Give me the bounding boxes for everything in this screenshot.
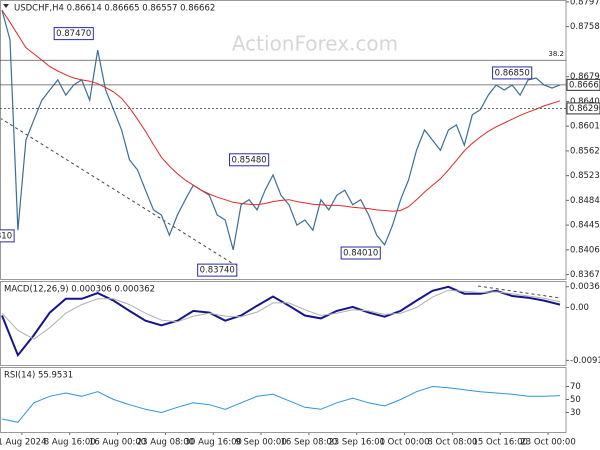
level-name: 38.2 bbox=[548, 50, 564, 58]
annotation-box bbox=[229, 153, 270, 167]
annotation-box bbox=[197, 263, 238, 277]
series-line bbox=[1, 289, 561, 340]
panel-title: USDCHF,H4 0.86614 0.86665 0.86557 0.8666… bbox=[14, 4, 215, 14]
y-tick-label: 70 bbox=[570, 382, 581, 392]
level-box bbox=[566, 78, 600, 91]
annotation-label: 810 bbox=[0, 231, 12, 241]
annotation-box bbox=[492, 66, 533, 80]
annotation-label: 0.87470 bbox=[56, 29, 91, 39]
annotation-label: 0.86850 bbox=[495, 68, 530, 78]
level-box bbox=[566, 102, 600, 115]
series-line bbox=[1, 385, 561, 423]
x-tick-label: 23 Sep 16:00 bbox=[328, 438, 385, 448]
annotation-box bbox=[53, 27, 94, 41]
x-tick-label: 15 Oct 16:00 bbox=[473, 438, 528, 448]
x-tick-label: 8 Oct 08:00 bbox=[427, 438, 477, 448]
trend-line bbox=[0, 117, 236, 266]
y-tick-label: 50 bbox=[570, 395, 581, 405]
panel-frame bbox=[0, 281, 567, 366]
x-tick-label: 16 Sep 08:00 bbox=[281, 438, 338, 448]
y-tick-label: 0.003603 bbox=[570, 282, 600, 292]
x-tick-label: 23 Oct 00:00 bbox=[520, 438, 575, 448]
series-line bbox=[1, 285, 561, 358]
y-tick-label: 0.83670 bbox=[570, 270, 600, 280]
x-tick-label: 1 Oct 00:00 bbox=[380, 438, 430, 448]
x-tick-label: 23 Aug 08:00 bbox=[137, 438, 194, 448]
panel-title: MACD(12,26,9) 0.000306 0.000362 bbox=[4, 285, 155, 295]
level-label: 0.86662 bbox=[569, 80, 600, 90]
annotation-box bbox=[340, 246, 381, 260]
watermark: ActionForex.com bbox=[232, 32, 398, 56]
symbol-arrow bbox=[3, 4, 9, 8]
x-tick-label: 30 Aug 16:00 bbox=[185, 438, 242, 448]
series-line bbox=[1, 9, 561, 212]
annotation-label: 0.85480 bbox=[232, 155, 267, 165]
macd-trend-line bbox=[477, 285, 561, 299]
y-tick-label: 30 bbox=[570, 408, 581, 418]
y-tick-label: -0.009198 bbox=[570, 356, 600, 366]
x-tick-label: 1 Aug 2024 bbox=[0, 438, 46, 448]
series-line bbox=[1, 9, 561, 250]
y-tick-label: 0.00 bbox=[570, 303, 589, 313]
annotation-box bbox=[0, 229, 15, 243]
x-tick-label: 16 Aug 00:00 bbox=[89, 438, 146, 448]
x-tick-label: 9 Sep 00:00 bbox=[235, 438, 286, 448]
panel-title: RSI(14) 55.9531 bbox=[4, 371, 73, 381]
panel-frame bbox=[0, 0, 567, 280]
annotation-label: 0.84010 bbox=[343, 249, 378, 259]
x-tick-label: 8 Aug 16:00 bbox=[44, 438, 96, 448]
annotation-label: 0.83740 bbox=[200, 266, 235, 276]
